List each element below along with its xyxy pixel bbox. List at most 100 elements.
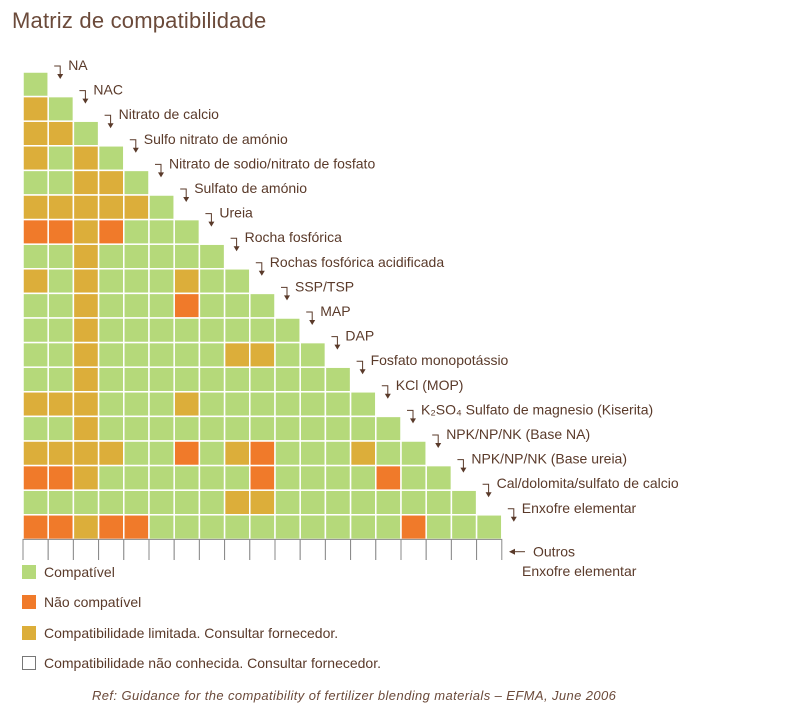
matrix-cell [97,317,125,344]
label-arrow-head [233,246,240,252]
matrix-cell [450,514,478,541]
matrix-diagonal-cell [72,120,100,147]
matrix-cell [173,268,201,295]
row-label: Nitrato de sodio/nitrato de fosfato [169,155,375,171]
row-label: Sulfo nitrato de amónio [144,131,288,147]
matrix-cell [22,169,49,196]
legend-limited-label: Compatibilidade limitada. Consultar forn… [44,625,339,641]
matrix-cell [148,366,175,393]
matrix-cell [349,464,377,491]
matrix-cell [173,366,201,393]
legend-unknown-label: Compatibilidade não conhecida. Consultar… [44,655,381,671]
matrix-cell [22,120,49,147]
matrix-diagonal-cell [198,243,226,270]
matrix-cell [223,415,251,442]
matrix-cell [249,391,276,418]
matrix-cell [123,194,150,221]
matrix-cell [123,415,150,442]
matrix-cell [123,391,150,418]
matrix-cell [249,341,276,368]
matrix-cell [47,341,75,368]
matrix-cell [249,317,276,344]
matrix-cell [47,243,75,270]
matrix-cell [123,268,150,295]
matrix-cell [72,489,100,516]
matrix-cell [350,538,377,560]
row-label: KCl (MOP) [396,377,464,393]
matrix-cell [375,440,402,467]
matrix-cell [47,489,75,516]
matrix-cell [198,317,226,344]
matrix-cell [450,538,478,560]
matrix-cell [98,538,125,560]
matrix-cell [198,440,226,467]
matrix-cell [72,145,100,172]
legend-swatch-limited [22,626,36,640]
matrix-cell [123,341,150,368]
matrix-cell [72,391,100,418]
matrix-cell [349,489,377,516]
legend-swatch-unknown [22,656,36,670]
matrix-cell [425,514,453,541]
matrix-cell [173,489,201,516]
matrix-cell [47,268,75,295]
matrix-cell [375,514,402,541]
matrix-cell [198,391,226,418]
matrix-cell [476,538,503,560]
row-label: Nitrato de calcio [119,106,220,122]
matrix-diagonal-cell [349,391,377,418]
matrix-cell [299,489,327,516]
row-label: Rochas fosfórica acidificada [270,254,445,270]
matrix-cell [72,366,100,393]
matrix-diagonal-cell [148,194,175,221]
matrix-cell [249,514,276,541]
matrix-cell [224,538,251,560]
matrix-cell [22,391,49,418]
matrix-cell [22,366,49,393]
matrix-cell [299,415,327,442]
chart-title: Matriz de compatibilidade [12,8,267,33]
matrix-cell [349,440,377,467]
matrix-cell [173,538,200,560]
matrix-cell [47,145,75,172]
label-arrow [507,508,515,519]
label-arrow [306,311,313,322]
matrix-cell [148,391,175,418]
matrix-cell [223,440,251,467]
matrix-cell [47,194,75,221]
matrix-cell [223,464,251,491]
row-label: Ureia [219,205,253,221]
matrix-cell [400,489,427,516]
matrix-cell [47,317,75,344]
matrix-cell [72,268,100,295]
matrix-cell [97,415,125,442]
matrix-cell [249,464,276,491]
matrix-cell [148,243,175,270]
matrix-cell [324,464,352,491]
matrix-cell [400,538,427,560]
matrix-cell [324,514,352,541]
matrix-cell [47,120,75,147]
matrix-cell [299,391,327,418]
matrix-cell [223,341,251,368]
label-arrow-head [107,123,114,129]
matrix-cell [97,489,125,516]
row-label: K₂SO₄ Sulfato de magnesio (Kiserita) [421,401,653,417]
matrix-cell [223,514,251,541]
matrix-cell [425,538,452,560]
label-arrow-head [132,147,139,153]
label-arrow-head [410,418,416,424]
label-arrow-head [460,467,467,473]
matrix-cell [324,440,352,467]
matrix-cell [148,268,175,295]
matrix-cell [148,218,175,245]
matrix-cell [72,317,100,344]
matrix-cell [400,464,427,491]
label-arrow [381,385,389,396]
matrix-cell [123,317,150,344]
matrix-cell [47,415,75,442]
matrix-cell [22,268,49,295]
matrix-cell [22,317,49,344]
legend-limited: Compatibilidade limitada. Consultar forn… [22,625,338,641]
matrix-cell [97,464,125,491]
